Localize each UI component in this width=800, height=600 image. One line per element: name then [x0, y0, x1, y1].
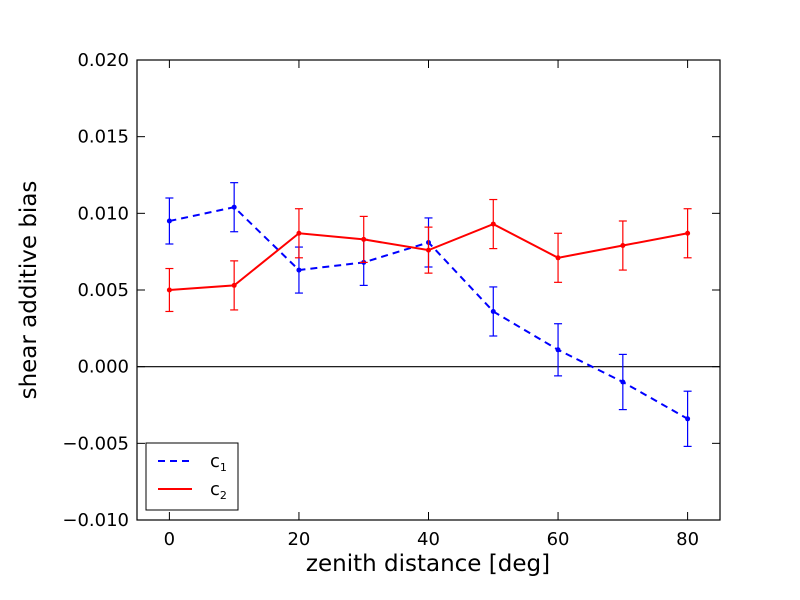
data-point-c2	[555, 255, 561, 261]
data-point-c2	[166, 287, 172, 293]
y-axis-label: shear additive bias	[16, 181, 42, 400]
data-point-c2	[620, 243, 626, 249]
y-tick-label: 0.005	[77, 280, 129, 301]
legend: c1 c2	[145, 442, 239, 511]
series-c2	[165, 198, 692, 313]
data-point-c2	[426, 247, 431, 253]
y-tick-label: −0.010	[62, 510, 129, 531]
legend-label-c1: c1	[210, 451, 227, 474]
data-point-c2	[231, 282, 237, 288]
legend-label-c2-sub: 2	[220, 489, 227, 502]
plot-frame	[136, 59, 721, 521]
x-axis-label: zenith distance [deg]	[306, 551, 550, 577]
data-point-c2	[490, 221, 496, 227]
data-point-c1	[166, 218, 172, 224]
legend-box	[145, 442, 239, 511]
x-tick-label: 40	[417, 529, 440, 550]
data-point-c1	[555, 347, 561, 353]
legend-label-c1-main: c	[210, 451, 220, 472]
y-tick-label: 0.020	[77, 50, 129, 71]
legend-label-c1-sub: 1	[220, 461, 227, 474]
data-point-c2	[361, 236, 367, 242]
axis-ticks	[137, 59, 720, 521]
y-tick-label: −0.005	[62, 433, 129, 454]
series-layer	[165, 182, 692, 447]
x-tick-label: 20	[287, 529, 310, 550]
tick-labels: 0 20 40 60 80 −0.010 −0.005 0.000 0.005 0.010 0.01…	[62, 50, 699, 550]
data-point-c1	[490, 308, 496, 314]
y-tick-label: 0.010	[77, 203, 129, 224]
legend-label-c2-main: c	[210, 479, 220, 500]
data-point-c1	[231, 204, 237, 210]
x-tick-label: 60	[547, 529, 570, 550]
data-point-c1	[685, 416, 691, 422]
data-point-c2	[296, 230, 302, 236]
x-tick-label: 0	[164, 529, 175, 550]
data-point-c1	[296, 267, 302, 273]
y-tick-label: 0.015	[77, 127, 129, 148]
x-tick-label: 80	[676, 529, 699, 550]
y-tick-label: 0.000	[77, 357, 129, 378]
legend-label-c2: c2	[210, 479, 227, 502]
data-point-c1	[620, 379, 626, 385]
data-point-c2	[685, 230, 691, 236]
